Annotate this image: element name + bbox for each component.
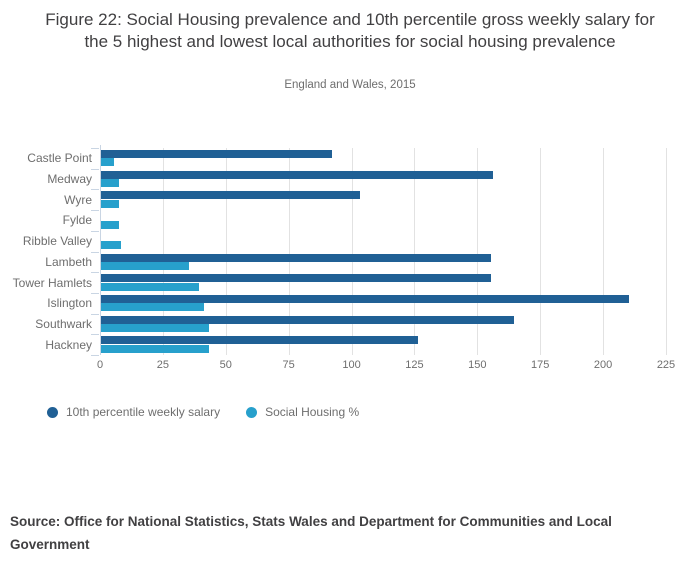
bar-social-housing--southwark[interactable]: [101, 324, 210, 332]
chart-subtitle: England and Wales, 2015: [284, 79, 416, 91]
bar-social-housing--tower-hamlets[interactable]: [101, 282, 200, 291]
gridline-125: [414, 148, 416, 355]
x-tick-label-225: 225: [656, 359, 676, 371]
chart-title: Figure 22: Social Housing prevalence and…: [45, 10, 655, 51]
y-axis-tick: [91, 292, 99, 294]
bar-social-housing--castle-point[interactable]: [101, 158, 114, 167]
bar-social-housing--lambeth[interactable]: [101, 261, 190, 270]
bar-10th-percentile-weekly-salary-castle-point[interactable]: [101, 150, 333, 158]
bar-social-housing--medway[interactable]: [101, 179, 119, 188]
y-axis-tick: [91, 334, 99, 336]
x-axis-tick-labels: 0 25 50 75 100 125 150 175 200 225: [97, 359, 680, 375]
legend-label-salary: 10th percentile weekly salary: [66, 405, 221, 419]
plot-area: [91, 145, 667, 356]
x-tick-label-0: 0: [96, 359, 104, 371]
category-label-islington: Islington: [47, 296, 92, 311]
bar-10th-percentile-weekly-salary-southwark[interactable]: [101, 315, 514, 324]
bar-social-housing--fylde[interactable]: [101, 220, 119, 229]
category-label-southwark: Southwark: [35, 316, 92, 331]
x-tick-label-200: 200: [593, 359, 613, 371]
y-axis-tick: [91, 148, 99, 149]
y-axis-tick: [91, 251, 99, 253]
bar-10th-percentile-weekly-salary-tower-hamlets[interactable]: [101, 274, 491, 283]
gridline-75: [288, 148, 290, 355]
y-axis-tick: [91, 272, 99, 274]
bar-social-housing--islington[interactable]: [101, 303, 205, 312]
gridline-175: [540, 148, 542, 355]
gridline-150: [477, 148, 479, 355]
gridline-50: [225, 148, 227, 355]
x-tick-label-100: 100: [342, 359, 361, 371]
y-axis-line: [100, 145, 101, 355]
legend-label-social-housing: Social Housing %: [265, 405, 360, 419]
gridline-200: [603, 148, 605, 355]
category-label-medway: Medway: [47, 172, 92, 187]
category-label-fylde: Fylde: [62, 213, 92, 228]
bar-social-housing--wyre[interactable]: [101, 199, 119, 208]
gridline-100: [351, 148, 353, 355]
source-note: Source: Office for National Statistics, …: [10, 514, 612, 552]
x-tick-label-125: 125: [405, 359, 424, 371]
y-axis-tick: [91, 313, 99, 315]
category-label-hackney: Hackney: [45, 337, 92, 352]
bar-10th-percentile-weekly-salary-medway[interactable]: [101, 170, 494, 179]
x-tick-label-150: 150: [468, 359, 487, 371]
bar-10th-percentile-weekly-salary-hackney[interactable]: [101, 336, 418, 345]
gridline-25: [162, 148, 164, 355]
category-label-lambeth: Lambeth: [45, 254, 92, 269]
x-tick-label-25: 25: [156, 359, 169, 371]
y-axis-tick: [91, 210, 99, 212]
salary-series-dot-icon: [47, 406, 58, 418]
x-tick-label-75: 75: [282, 359, 295, 371]
category-label-tower-hamlets: Tower Hamlets: [12, 275, 92, 290]
bar-10th-percentile-weekly-salary-islington[interactable]: [101, 294, 630, 303]
social-housing-series-dot-icon: [246, 406, 258, 418]
y-axis-category-labels: Castle Point Medway Wyre Fylde Ribble Valley…: [0, 148, 92, 355]
legend: 10th percentile weekly salary Social Hou…: [47, 405, 359, 419]
y-axis-tick: [91, 355, 99, 356]
legend-item-salary[interactable]: 10th percentile weekly salary: [47, 405, 220, 419]
category-label-wyre: Wyre: [64, 192, 92, 207]
y-axis-tick: [91, 168, 99, 170]
bar-10th-percentile-weekly-salary-wyre[interactable]: [101, 191, 361, 200]
bar-10th-percentile-weekly-salary-lambeth[interactable]: [101, 253, 491, 262]
y-axis-tick: [91, 189, 99, 191]
legend-item-social-housing[interactable]: Social Housing %: [246, 405, 359, 419]
bar-social-housing--ribble-valley[interactable]: [101, 241, 122, 250]
x-tick-label-175: 175: [531, 359, 550, 371]
y-axis-tick: [91, 230, 99, 232]
x-tick-label-50: 50: [219, 359, 232, 371]
bar-social-housing--hackney[interactable]: [101, 344, 210, 353]
category-label-ribble-valley: Ribble Valley: [22, 234, 92, 249]
gridline-225: [666, 148, 667, 355]
category-label-castle-point: Castle Point: [27, 151, 92, 166]
